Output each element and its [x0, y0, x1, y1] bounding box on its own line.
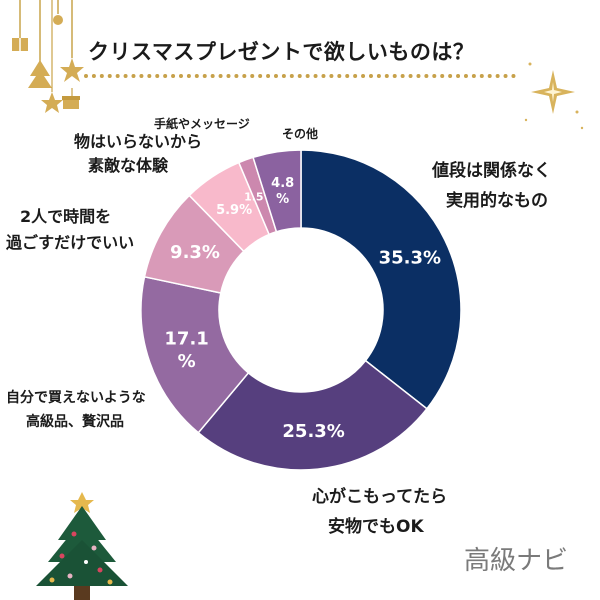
sparkle-star-icon: [524, 62, 584, 130]
donut-value-heartfelt: 25.3%: [282, 421, 344, 442]
slice-label-luxury: 自分で買えないような 高級品、贅沢品: [6, 390, 146, 430]
hanging-ornaments-icon: [12, 0, 84, 113]
title-underline: [84, 74, 516, 78]
slice-label-experience: 物はいらないから 素敵な体験: [74, 132, 203, 175]
christmas-tree-icon: [36, 492, 128, 600]
donut-value-other: 4.8%: [271, 176, 294, 207]
donut-value-time-together: 9.3%: [170, 242, 220, 263]
chart-title: クリスマスプレゼントで欲しいものは？: [88, 40, 475, 64]
donut-value-luxury: 17.1%: [164, 329, 208, 373]
slice-label-time-together: 2人で時間を 過ごすだけでいい: [6, 207, 135, 252]
slice-label-other: その他: [282, 127, 319, 141]
donut-value-practical: 35.3%: [379, 248, 441, 269]
donut-slice-heartfelt: [197, 359, 428, 471]
donut-slice-other: [252, 149, 302, 233]
slice-label-heartfelt: 心がこもってたら 安物でもOK: [312, 487, 448, 537]
brand-logo: 高級ナビ: [464, 546, 569, 576]
slice-label-letter: 手紙やメッセージ: [154, 117, 250, 131]
slice-label-practical: 値段は関係なく 実用的なもの: [432, 161, 551, 211]
donut-slice-practical: [300, 149, 462, 410]
donut-slice-luxury: [140, 275, 250, 434]
donut-value-experience: 5.9%: [216, 203, 252, 218]
